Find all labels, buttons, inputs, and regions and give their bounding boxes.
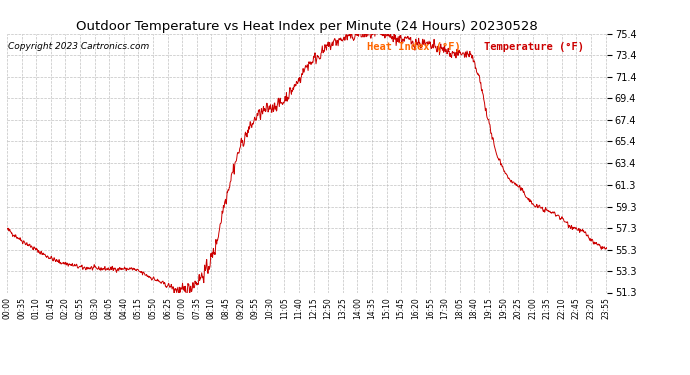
Text: Temperature (°F): Temperature (°F)	[484, 42, 584, 51]
Text: Copyright 2023 Cartronics.com: Copyright 2023 Cartronics.com	[8, 42, 149, 51]
Title: Outdoor Temperature vs Heat Index per Minute (24 Hours) 20230528: Outdoor Temperature vs Heat Index per Mi…	[76, 20, 538, 33]
Text: Heat Index (°F): Heat Index (°F)	[367, 42, 461, 51]
